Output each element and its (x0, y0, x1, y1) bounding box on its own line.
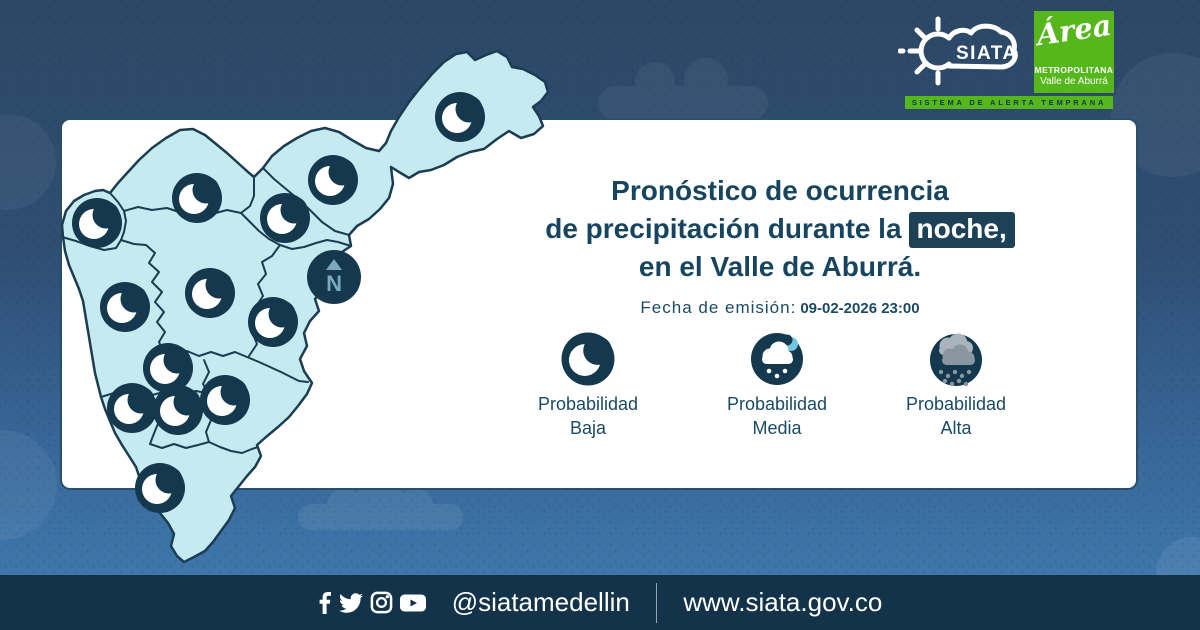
sun-icon (898, 16, 952, 86)
legend-word: Alta (940, 418, 972, 438)
legend-word: Probabilidad (726, 394, 828, 414)
emission-label: Fecha de emisión: (640, 298, 797, 317)
area-metropolitana-text: METROPOLITANA (1034, 65, 1114, 75)
title-line-2-prefix: de precipitación durante la (545, 213, 902, 244)
facebook-icon (319, 591, 331, 614)
legend-label-alta: Probabilidad Alta (856, 392, 1056, 440)
footer-bar: @siatamedellin www.siata.gov.co (0, 575, 1200, 630)
area-script-text: Área (1034, 11, 1114, 53)
title-line-3: en el Valle de Aburrá. (638, 251, 922, 282)
title-line-2: de precipitación durante la noche, (545, 210, 1015, 248)
siata-logo: SIATA (898, 16, 1018, 86)
emission-value: 09-02-2026 23:00 (800, 300, 920, 317)
area-valle-text: Valle de Aburrá (1040, 76, 1108, 87)
legend-label-baja: Probabilidad Baja (488, 392, 688, 440)
siata-wordmark: SIATA (956, 43, 1018, 64)
title-block: Pronóstico de ocurrencia de precipitació… (545, 172, 1015, 318)
cloud-shape (598, 58, 768, 120)
youtube-icon (399, 594, 426, 611)
footer-divider (655, 582, 658, 623)
instagram-icon (370, 591, 393, 614)
title-line-1: Pronóstico de ocurrencia (611, 175, 949, 206)
cloud-outline-icon (946, 23, 1018, 70)
emission-date: Fecha de emisión: 09-02-2026 23:00 (545, 298, 1015, 318)
cloud-shape (0, 430, 57, 540)
legend-word: Baja (569, 418, 607, 438)
twitter-icon (338, 592, 363, 613)
legend-word: Probabilidad (905, 394, 1007, 414)
social-handle: @siatamedellin (451, 587, 630, 617)
cloud-shape (0, 114, 56, 210)
legend-word: Media (752, 418, 802, 438)
area-metropolitana-logo: Área METROPOLITANA Valle de Aburrá (1034, 11, 1114, 93)
title-highlight-noche: noche, (908, 212, 1015, 248)
social-icons (318, 591, 426, 615)
legend-label-media: Probabilidad Media (677, 392, 877, 440)
legend-word: Probabilidad (537, 394, 639, 414)
website-url: www.siata.gov.co (683, 587, 883, 617)
alert-system-banner: SISTEMA DE ALERTA TEMPRANA (905, 96, 1113, 109)
